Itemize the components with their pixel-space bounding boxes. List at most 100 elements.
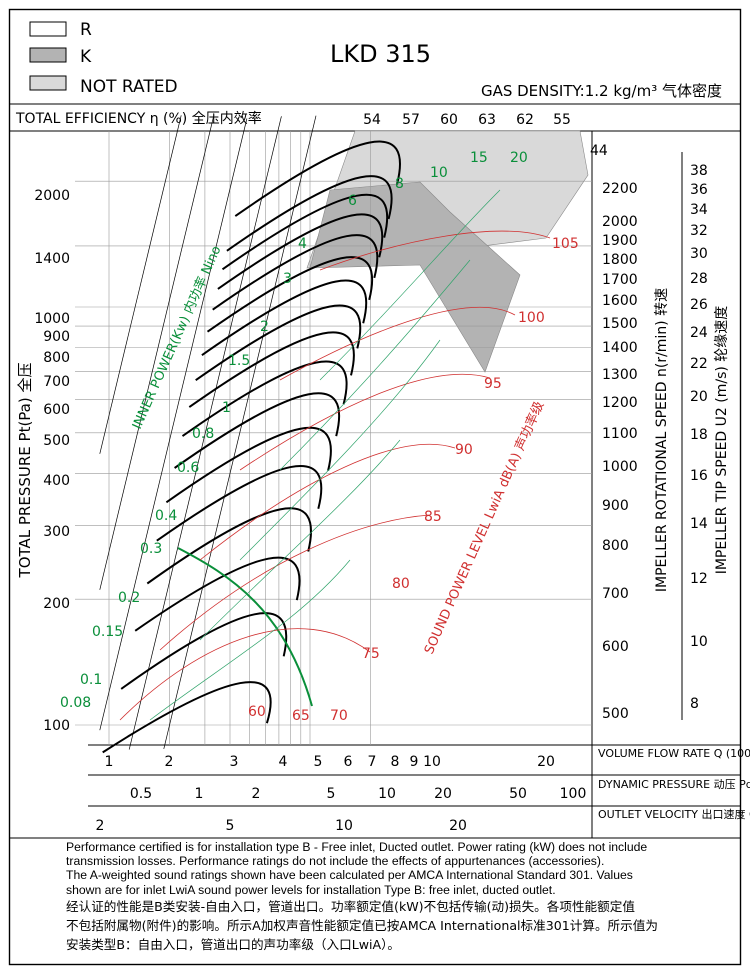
speed-tick-label: 2200 [602,181,638,197]
tip-speed-tick-label: 22 [690,356,708,372]
tip-speed-tick-label: 16 [690,468,708,484]
legend-label-r: R [80,20,92,40]
tip-speed-tick-label: 28 [690,271,708,287]
tip-speed-tick-label: 24 [690,325,708,341]
efficiency-value: 62 [516,112,534,128]
velocity-ticks: 2 5 10 20 [96,818,467,834]
system-ray [128,116,282,750]
power-label: 10 [430,165,448,181]
flow-ticks: 1 2 3 4 5 6 7 8 9 10 20 [105,754,555,770]
outer-border [8,8,742,966]
efficiency-value: 54 [363,112,381,128]
tip-speed-tick-label: 36 [690,182,708,198]
power-line [319,189,501,381]
speed-curve-1000 [165,426,332,504]
speed-tick-label: 1400 [602,340,638,356]
power-label: 0.1 [80,672,102,688]
flow-tick-label: 5 [314,754,323,770]
speed-curve-600 [120,612,288,690]
flow-tick-label: 20 [537,754,555,770]
power-line [149,559,351,721]
flow-tick-label: 4 [279,754,288,770]
speed-tick-label: 1900 [602,233,638,249]
legend-swatch-not-rated [29,75,67,91]
pressure-tick-label: 500 [43,433,70,449]
speed-axis-title: IMPELLER ROTATIONAL SPEED n(r/min) 转速 [654,288,670,592]
efficiency-label: TOTAL EFFICIENCY η (%) 全压内效率 [15,110,262,127]
speed-curve-2000 [226,175,393,252]
power-label: 0.3 [140,541,162,557]
footer-line: The A-weighted sound ratings shown have … [66,868,633,883]
power-label: 0.2 [118,590,140,606]
legend-swatch-k [29,47,67,63]
speed-tick-label: 1500 [602,316,638,332]
speed-tick-label: 900 [602,498,629,514]
dynamic-pressure-ticks: 0.5 1 2 5 10 20 50 100 [130,786,587,802]
sound-line [239,373,491,471]
page-title: LKD 315 [330,40,431,68]
sound-line [119,628,371,721]
pressure-tick-label: 300 [43,524,70,540]
pressure-tick-label: 1400 [34,251,70,267]
speed-curve-800 [146,507,313,585]
extra-mark-lines [119,189,551,721]
power-label: 1.5 [228,353,250,369]
efficiency-value: 55 [553,112,571,128]
flow-tick-label: 8 [391,754,400,770]
footer-line: transmission losses. Performance ratings… [66,854,605,869]
dp-tick-label: 20 [434,786,452,802]
flow-tick-label: 10 [423,754,441,770]
sound-line [279,307,516,381]
tip-speed-ticks: 38 36 34 32 30 28 26 24 22 20 18 16 14 1… [690,163,708,712]
pressure-tick-label: 2000 [34,188,70,204]
gas-density: GAS DENSITY:1.2 kg/m³ 气体密度 [481,82,722,100]
sound-line [319,230,551,271]
speed-tick-label: 1300 [602,367,638,383]
speed-tick-label: 1600 [602,293,638,309]
speed-tick-label: 1200 [602,395,638,411]
dp-tick-label: 2 [252,786,261,802]
pressure-tick-label: 600 [43,402,70,418]
tip-speed-tick-label: 10 [690,634,708,650]
sound-label: 95 [484,376,502,392]
power-line [279,259,471,471]
footer-line-zh: 安装类型B：自由入口，管道出口的声功率级（入口LwiA）。 [66,936,401,952]
speed-curve-2200 [234,140,401,217]
speed-tick-label: 1100 [602,426,638,442]
power-label: 0.8 [192,426,214,442]
power-label: 20 [510,150,528,166]
flow-tick-label: 9 [410,754,419,770]
speed-top-label: 44 [590,143,608,159]
tip-speed-tick-label: 26 [690,297,708,313]
pressure-tick-label: 200 [43,596,70,612]
velocity-axis-title: OUTLET VELOCITY 出口速度 C (m/s) [598,807,750,821]
flow-tick-label: 2 [165,754,174,770]
efficiency-values: 54 57 60 63 62 55 [363,112,571,128]
pressure-tick-label: 400 [43,473,70,489]
power-label: 0.4 [155,508,177,524]
velocity-tick-label: 5 [226,818,235,834]
velocity-tick-label: 10 [335,818,353,834]
speed-curve-1700 [212,234,379,311]
dp-tick-label: 5 [327,786,336,802]
sound-axis-title: SOUND POWER LEVEL LwiA dB(A) 声功率级 [421,399,547,657]
speed-tick-label: 1700 [602,272,638,288]
sound-label: 60 [248,704,266,720]
power-label: 3 [283,271,292,287]
efficiency-value: 57 [402,112,420,128]
dp-tick-label: 100 [560,786,587,802]
footer-notes: Performance certified is for installatio… [66,840,736,954]
flow-tick-label: 3 [230,754,239,770]
dp-tick-label: 10 [378,786,396,802]
speed-curve-1500 [201,279,368,357]
velocity-tick-label: 2 [96,818,105,834]
flow-tick-label: 1 [105,754,114,770]
pressure-tick-label: 900 [43,329,70,345]
power-label: 6 [348,193,357,209]
speed-tick-label: 800 [602,538,629,554]
power-label: 15 [470,150,488,166]
power-line [239,339,441,561]
sound-line [199,444,456,561]
speed-curve-1200 [181,360,348,437]
efficiency-value: 63 [478,112,496,128]
